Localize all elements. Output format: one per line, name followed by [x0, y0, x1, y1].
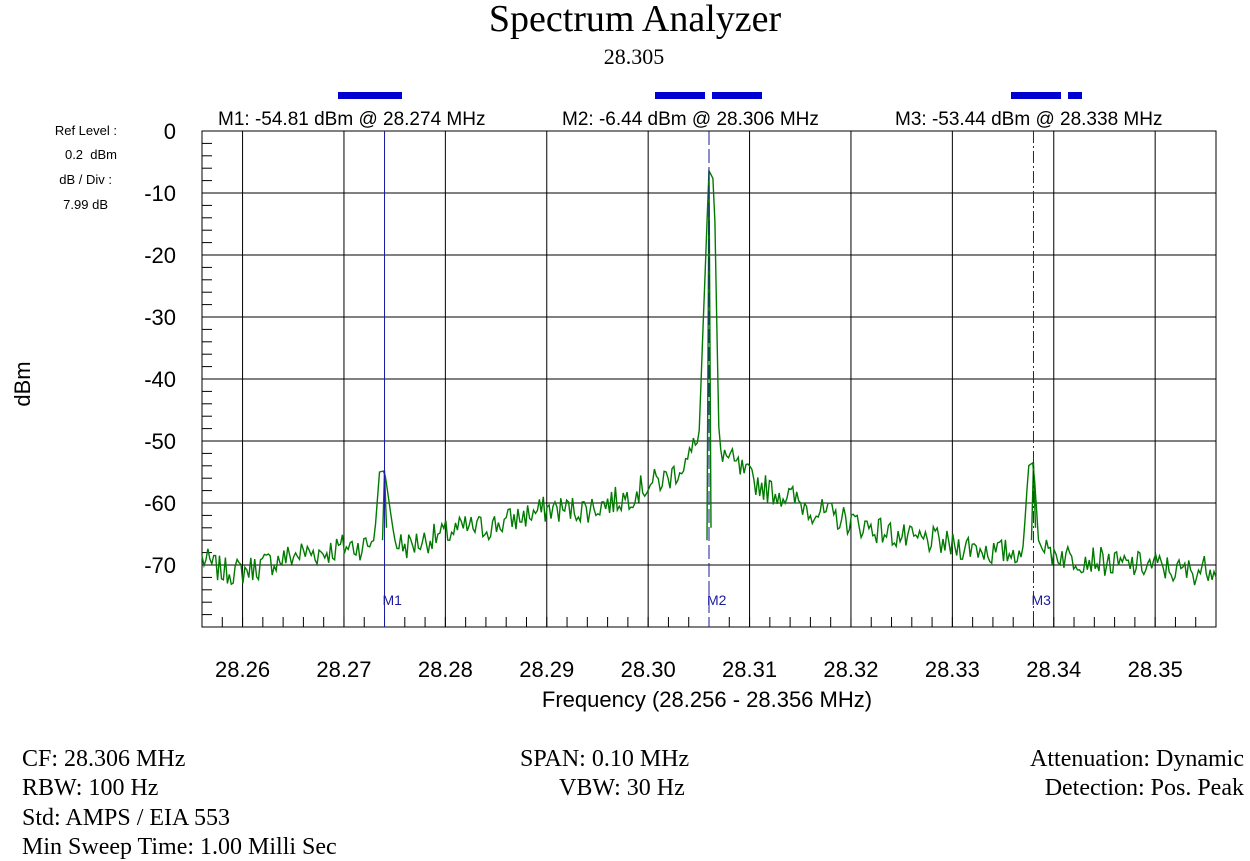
marker-layer: M1 M1: -54.81 dBm @ 28.274 MHz M2 M2: -6.44… [218, 109, 1162, 627]
y-tick-label: -40 [144, 367, 176, 392]
x-tick-label: 28.30 [621, 657, 676, 682]
marker-bar [1068, 92, 1082, 99]
y-tick-label: -50 [144, 429, 176, 454]
marker-readout-m2: M2: -6.44 dBm @ 28.306 MHz [562, 109, 819, 130]
y-tick-label: -10 [144, 181, 176, 206]
vbw-readout: VBW: 30 Hz [559, 775, 685, 801]
ref-level-value: 0.2 dBm [65, 147, 117, 162]
y-tick-label: -30 [144, 305, 176, 330]
marker-bar [338, 92, 402, 99]
marker-bar [712, 92, 762, 99]
rbw-readout: RBW: 100 Hz [22, 775, 159, 801]
y-tick-label: 0 [164, 119, 176, 144]
y-axis-label: dBm [10, 361, 35, 406]
marker-readout-m3: M3: -53.44 dBm @ 28.338 MHz [895, 109, 1162, 130]
attenuation-readout: Attenuation: Dynamic [1030, 746, 1244, 772]
marker-label-m1: M1 [383, 592, 403, 608]
std-readout: Std: AMPS / EIA 553 [22, 805, 231, 831]
x-tick-label: 28.32 [823, 657, 878, 682]
y-tick-label: -20 [144, 243, 176, 268]
marker-bar [655, 92, 705, 99]
x-tick-label: 28.28 [418, 657, 473, 682]
x-tick-label: 28.27 [316, 657, 371, 682]
chart-subtitle: 28.305 [604, 44, 665, 69]
span-readout: SPAN: 0.10 MHz [520, 746, 690, 772]
x-tick-label: 28.35 [1128, 657, 1183, 682]
x-tick-label: 28.34 [1026, 657, 1081, 682]
ref-level-label: Ref Level : [55, 123, 117, 138]
marker-label-m2: M2 [707, 592, 727, 608]
x-tick-label: 28.31 [722, 657, 777, 682]
cf-readout: CF: 28.306 MHz [22, 746, 186, 772]
marker-indicator-bars [338, 92, 1082, 99]
detection-readout: Detection: Pos. Peak [1044, 775, 1244, 801]
db-per-div-label: dB / Div : [59, 172, 112, 187]
axis-ticks: 0 -10 -20 -30 -40 -50 -60 -70 28.26 28.27 28.28 28.… [144, 119, 1217, 682]
chart-title: Spectrum Analyzer [489, 0, 782, 40]
x-axis-label: Frequency (28.256 - 28.356 MHz) [542, 687, 872, 712]
spectrum-chart: Spectrum Analyzer 28.305 Ref Level : 0.2… [10, 0, 1217, 712]
sweep-readout: Min Sweep Time: 1.00 Milli Sec [22, 834, 337, 860]
marker-label-m3: M3 [1031, 592, 1051, 608]
db-per-div-value: 7.99 dB [63, 197, 108, 212]
marker-readout-m1: M1: -54.81 dBm @ 28.274 MHz [218, 109, 485, 130]
x-tick-label: 28.33 [925, 657, 980, 682]
y-tick-label: -70 [144, 553, 176, 578]
marker-bar [1011, 92, 1061, 99]
y-tick-label: -60 [144, 491, 176, 516]
x-tick-label: 28.29 [519, 657, 574, 682]
x-tick-label: 28.26 [215, 657, 270, 682]
